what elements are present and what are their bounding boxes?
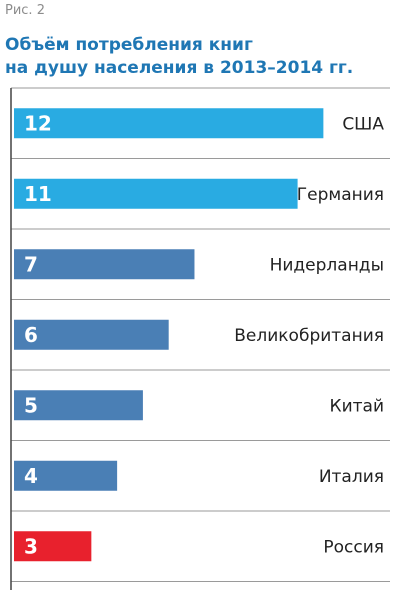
bar-value-label: 4 xyxy=(24,464,38,488)
category-label: Россия xyxy=(323,537,384,557)
bar xyxy=(14,178,298,209)
category-label: Китай xyxy=(330,396,385,416)
bar xyxy=(14,390,143,421)
bar-value-label: 6 xyxy=(24,323,38,347)
category-label: Германия xyxy=(297,185,384,205)
bar-value-label: 5 xyxy=(24,393,38,417)
bar xyxy=(14,108,324,139)
category-label: Великобритания xyxy=(234,326,384,346)
bar xyxy=(14,249,195,280)
category-label: Италия xyxy=(319,467,384,487)
bar xyxy=(14,319,169,350)
bar-value-label: 12 xyxy=(24,111,52,135)
figure-label: Рис. 2 xyxy=(5,3,45,18)
bar-value-label: 7 xyxy=(24,252,38,276)
bar xyxy=(14,460,118,491)
chart-title: Объём потребления книг на душу населения… xyxy=(5,34,395,80)
bar xyxy=(14,531,92,562)
bar-value-label: 11 xyxy=(24,182,52,206)
chart-title-line-1: Объём потребления книг xyxy=(5,35,253,55)
category-label: Нидерланды xyxy=(270,255,384,275)
bar-value-label: 3 xyxy=(24,534,38,558)
category-label: США xyxy=(342,114,384,134)
chart-title-line-2: на душу населения в 2013–2014 гг. xyxy=(5,58,354,78)
